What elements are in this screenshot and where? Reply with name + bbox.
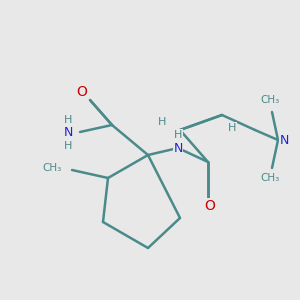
Text: H: H [228, 123, 236, 133]
Text: N: N [63, 127, 73, 140]
Text: CH₃: CH₃ [260, 95, 280, 105]
Text: H: H [158, 117, 166, 127]
Text: O: O [76, 85, 87, 99]
Text: H: H [64, 141, 72, 151]
Text: H: H [174, 130, 182, 140]
Text: H: H [64, 115, 72, 125]
Text: CH₃: CH₃ [43, 163, 62, 173]
Text: O: O [205, 199, 215, 213]
Text: N: N [280, 134, 290, 146]
Text: CH₃: CH₃ [260, 173, 280, 183]
Text: N: N [173, 142, 183, 154]
